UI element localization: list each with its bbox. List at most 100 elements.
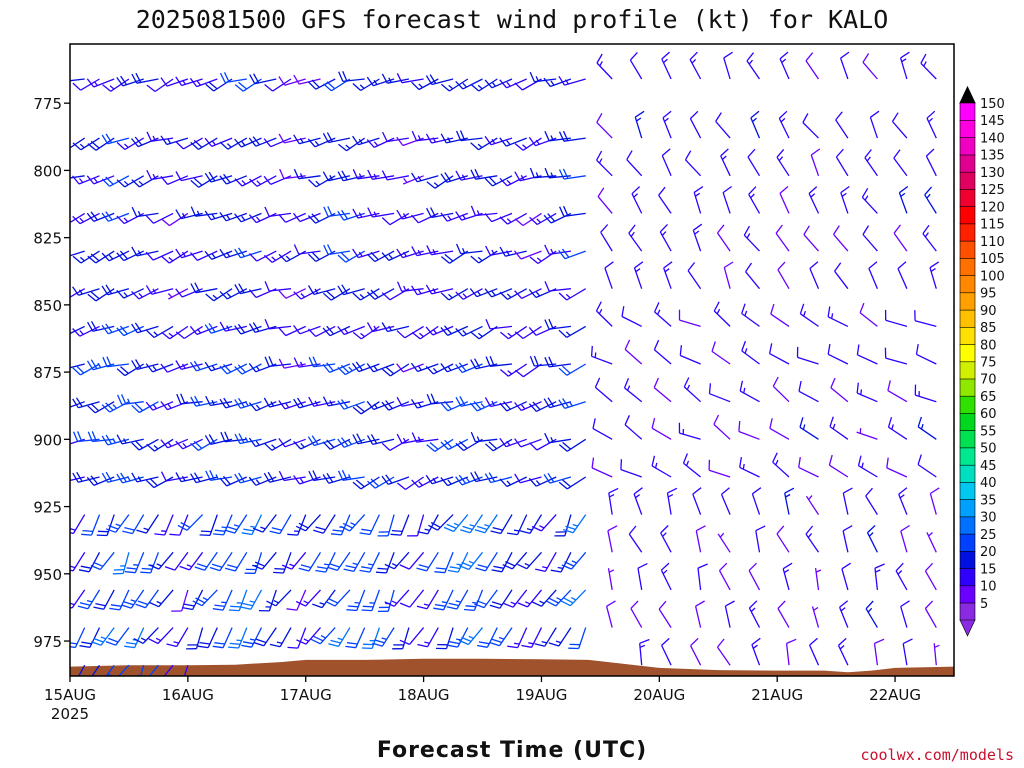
plot-frame xyxy=(69,43,955,677)
wind-barb xyxy=(249,73,277,85)
colorbar-label: 135 xyxy=(980,149,1005,164)
wind-barb xyxy=(121,589,145,609)
wind-barb xyxy=(690,637,702,666)
x-tick-label: 19AUG xyxy=(515,686,567,704)
colorbar-label: 125 xyxy=(980,183,1005,198)
wind-barb xyxy=(440,400,469,412)
wind-barb xyxy=(426,393,454,405)
wind-barb xyxy=(776,148,790,177)
wind-barb xyxy=(338,71,365,83)
y-tick-label: 925 xyxy=(33,499,62,517)
wind-barb xyxy=(176,393,203,405)
wind-barb xyxy=(862,53,878,80)
colorbar-label: 55 xyxy=(980,424,997,439)
wind-barb xyxy=(741,340,760,365)
wind-barb xyxy=(136,514,159,534)
wind-barb xyxy=(440,172,468,183)
wind-barb xyxy=(175,137,203,150)
wind-barb xyxy=(747,148,761,177)
colorbar-label: 75 xyxy=(980,356,997,371)
wind-barb xyxy=(835,148,849,177)
wind-barb xyxy=(131,359,159,371)
wind-barb xyxy=(739,380,760,403)
wind-barb xyxy=(240,589,263,610)
wind-barb xyxy=(190,438,218,451)
wind-barb xyxy=(204,250,233,261)
wind-barb xyxy=(343,551,366,573)
wind-barb xyxy=(926,532,937,553)
wind-barb xyxy=(116,472,144,484)
wind-barb xyxy=(77,589,101,610)
wind-barb xyxy=(785,638,797,666)
wind-barb xyxy=(72,137,100,151)
wind-barb xyxy=(558,325,587,338)
wind-barb xyxy=(213,514,233,536)
wind-barb xyxy=(116,325,144,337)
wind-barb xyxy=(352,248,380,259)
wind-barb xyxy=(149,589,174,608)
wind-barb xyxy=(107,664,130,676)
colorbar-label: 90 xyxy=(980,304,997,319)
wind-barb xyxy=(544,356,571,368)
wind-barb xyxy=(234,247,262,259)
wind-barb xyxy=(720,487,731,515)
wind-barb xyxy=(86,475,115,487)
wind-barb xyxy=(544,318,571,330)
wind-barb xyxy=(868,261,878,289)
wind-barb xyxy=(101,434,130,446)
wind-barb xyxy=(278,438,306,448)
wind-barb xyxy=(70,401,85,408)
wind-barb xyxy=(167,288,189,300)
wind-barb xyxy=(269,627,292,648)
wind-barb xyxy=(628,224,643,252)
wind-barb xyxy=(263,175,292,185)
wind-barb xyxy=(724,600,735,628)
wind-barb xyxy=(592,418,613,440)
wind-barb xyxy=(367,169,395,180)
wind-barb xyxy=(605,600,616,628)
wind-barb xyxy=(322,171,351,182)
wind-barb xyxy=(219,212,248,222)
colorbar-bottom-arrow xyxy=(959,619,976,637)
wind-barb xyxy=(683,377,702,403)
wind-barb xyxy=(367,476,395,489)
wind-barb xyxy=(164,551,189,571)
wind-barb xyxy=(399,551,425,570)
wind-barb xyxy=(651,455,672,478)
wind-barb xyxy=(595,301,613,327)
wind-barb xyxy=(469,288,498,298)
wind-barb xyxy=(145,363,174,373)
wind-barb xyxy=(856,428,878,440)
wind-barb xyxy=(293,244,321,255)
wind-barb xyxy=(484,212,513,223)
wind-barb xyxy=(263,438,292,451)
wind-barb xyxy=(476,627,498,648)
wind-barb xyxy=(322,438,351,450)
wind-barb xyxy=(628,525,643,553)
wind-barb xyxy=(917,454,937,478)
wind-barb xyxy=(366,400,395,411)
wind-barb xyxy=(337,363,366,376)
wind-barb xyxy=(396,396,424,407)
wind-barb xyxy=(228,589,248,612)
wind-barb xyxy=(315,552,336,573)
wind-barb xyxy=(219,321,247,332)
wind-barb xyxy=(434,552,454,574)
wind-barb xyxy=(102,78,130,92)
wind-barb xyxy=(219,248,247,259)
wind-barb xyxy=(145,401,174,411)
colorbar-label: 80 xyxy=(980,338,997,353)
colorbar-label: 40 xyxy=(980,476,997,491)
wind-barb xyxy=(805,495,820,515)
wind-barb xyxy=(352,325,380,340)
wind-barb xyxy=(558,248,586,260)
wind-barb xyxy=(204,210,233,221)
wind-barb xyxy=(842,525,853,553)
wind-barb xyxy=(87,431,115,443)
wind-barb xyxy=(770,303,790,327)
wind-barb xyxy=(175,438,203,450)
wind-barb xyxy=(219,397,247,409)
wind-barb xyxy=(470,431,498,443)
wind-barb xyxy=(78,551,101,573)
colorbar-label: 95 xyxy=(980,287,997,302)
